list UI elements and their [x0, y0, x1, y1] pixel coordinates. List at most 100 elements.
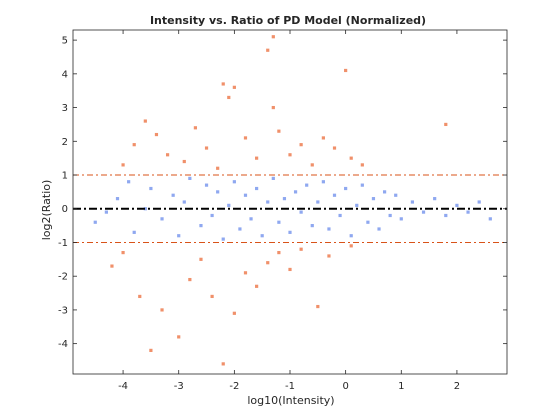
data-point-0-39: [349, 234, 353, 238]
data-point-0-1: [104, 210, 108, 214]
data-point-0-41: [360, 183, 364, 187]
data-point-0-17: [227, 203, 231, 207]
data-point-1-26: [271, 35, 275, 39]
data-point-1-1: [132, 143, 136, 147]
x-tick-label-0: -4: [118, 381, 128, 392]
data-point-1-13: [255, 156, 259, 160]
data-point-1-32: [177, 335, 181, 339]
y-tick-label-6: 2: [62, 137, 68, 148]
data-point-1-36: [221, 362, 225, 366]
data-point-1-25: [444, 122, 448, 127]
data-point-1-5: [182, 159, 186, 164]
data-point-1-27: [110, 264, 114, 268]
data-point-1-4: [165, 153, 170, 157]
data-point-1-30: [149, 348, 153, 352]
data-point-0-48: [399, 217, 403, 221]
data-point-0-25: [271, 176, 275, 180]
data-point-0-23: [260, 234, 264, 238]
data-point-0-28: [288, 230, 292, 234]
y-tick-label-2: -2: [58, 272, 68, 283]
y-tick-label-0: -4: [58, 339, 68, 350]
plot-area: -4 -3 -2 -1 0 1 2 -4 -3 -2 -1 0 1 2 3 4 5: [58, 29, 508, 392]
y-axis-label: log2(Ratio): [40, 180, 53, 241]
data-point-1-43: [299, 247, 303, 251]
data-point-0-34: [321, 180, 325, 184]
data-point-1-19: [310, 163, 314, 167]
x-tick-label-1: -3: [174, 381, 184, 392]
data-point-1-21: [332, 146, 337, 150]
data-point-1-11: [232, 85, 236, 89]
y-tick-label-3: -1: [58, 238, 68, 249]
data-point-0-6: [149, 186, 153, 191]
data-point-0-38: [344, 186, 348, 191]
data-point-0-54: [466, 210, 470, 214]
data-point-1-10: [227, 95, 231, 100]
data-point-1-45: [327, 254, 331, 258]
data-point-0-51: [433, 197, 437, 201]
data-point-0-31: [305, 183, 309, 187]
data-point-0-15: [216, 190, 220, 194]
x-tick-label-3: -1: [285, 381, 295, 392]
data-point-0-16: [221, 237, 225, 241]
data-point-0-43: [371, 197, 376, 201]
y-tick-label-7: 3: [62, 103, 68, 114]
data-point-0-14: [210, 213, 214, 218]
data-point-0-52: [444, 213, 448, 218]
data-point-0-37: [338, 213, 342, 218]
data-point-1-22: [344, 68, 348, 73]
data-point-0-18: [232, 180, 236, 184]
data-point-0-56: [488, 217, 492, 221]
data-point-1-18: [299, 143, 303, 147]
x-tick-label-2: -2: [229, 381, 239, 392]
data-point-0-11: [188, 176, 192, 180]
data-point-0-8: [171, 193, 175, 197]
data-point-0-2: [115, 197, 120, 201]
data-point-1-46: [349, 244, 353, 248]
chart-title: Intensity vs. Ratio of PD Model (Normali…: [150, 14, 426, 27]
data-point-0-9: [177, 234, 181, 238]
data-point-0-26: [277, 220, 281, 224]
y-tick-label-4: 0: [62, 204, 68, 215]
data-point-1-9: [221, 82, 225, 86]
data-point-0-49: [410, 200, 415, 204]
data-point-1-8: [216, 166, 220, 170]
data-point-1-0: [121, 163, 125, 167]
data-point-0-46: [388, 213, 392, 218]
data-point-0-24: [266, 200, 270, 204]
data-point-1-24: [360, 163, 364, 167]
axes-background: [73, 30, 507, 374]
data-point-0-27: [282, 197, 287, 201]
data-point-1-6: [193, 126, 198, 130]
x-axis-label: log10(Intensity): [247, 394, 334, 407]
data-point-0-19: [238, 227, 242, 231]
data-point-1-28: [121, 250, 125, 255]
data-point-1-14: [266, 48, 270, 52]
data-point-0-44: [377, 227, 381, 231]
x-tick-label-4: 0: [342, 381, 348, 392]
data-point-0-42: [366, 220, 370, 224]
y-tick-label-8: 4: [62, 69, 68, 80]
data-point-0-0: [93, 220, 97, 224]
data-point-0-40: [355, 203, 359, 207]
data-point-1-38: [243, 271, 248, 275]
data-point-1-33: [188, 277, 192, 282]
data-point-1-3: [154, 132, 159, 137]
data-point-1-42: [288, 267, 292, 272]
data-point-0-53: [455, 203, 459, 207]
y-tick-label-9: 5: [62, 36, 68, 47]
data-point-0-20: [243, 193, 248, 197]
data-point-0-5: [143, 207, 147, 211]
data-point-0-35: [327, 227, 331, 231]
data-point-1-40: [266, 261, 270, 265]
data-point-1-20: [321, 136, 325, 140]
data-point-0-21: [249, 217, 253, 221]
data-point-0-32: [310, 224, 314, 228]
data-point-1-23: [349, 156, 353, 160]
data-point-0-13: [204, 183, 209, 187]
data-point-0-10: [182, 200, 186, 204]
data-point-1-2: [143, 119, 147, 123]
data-point-1-12: [243, 136, 248, 140]
data-point-1-15: [271, 105, 275, 110]
data-point-0-33: [316, 200, 320, 204]
data-point-0-29: [293, 190, 298, 194]
